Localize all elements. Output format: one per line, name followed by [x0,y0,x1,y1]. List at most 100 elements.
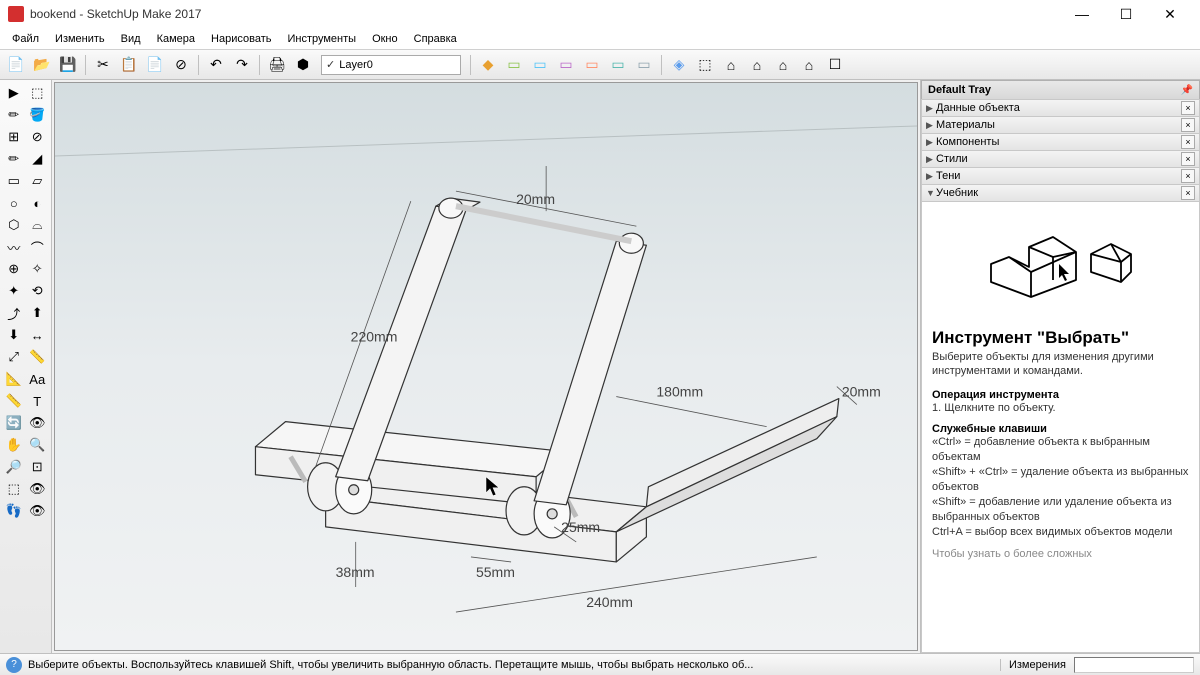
menu-5[interactable]: Инструменты [279,31,364,47]
toolbar-bottom-icon[interactable]: ▭ [632,53,656,77]
menu-7[interactable]: Справка [406,31,465,47]
tool-7-0-icon[interactable]: 〰 [2,236,26,258]
tool-18-1-icon[interactable]: 👁 [26,478,50,500]
toolbar-model-icon[interactable]: ⬢ [291,53,315,77]
tool-10-1-icon[interactable]: ⬆ [26,302,50,324]
toolbar-copy-icon[interactable]: 📋 [117,53,141,77]
toolbar-hl-icon[interactable]: ⌂ [719,53,743,77]
tool-16-0-icon[interactable]: ✋ [2,434,26,456]
help-icon[interactable]: ? [6,657,22,673]
panel-2[interactable]: ▶Компоненты× [921,133,1200,151]
more-text: Чтобы узнать о более сложных [932,547,1189,562]
panel-3[interactable]: ▶Стили× [921,150,1200,168]
tool-17-1-icon[interactable]: ⊡ [26,456,50,478]
tool-3-1-icon[interactable]: ◢ [26,148,50,170]
tool-6-1-icon[interactable]: ⌓ [26,214,50,236]
toolbar-delete-icon[interactable]: ⊘ [169,53,193,77]
menu-1[interactable]: Изменить [47,31,113,47]
tool-3-0-icon[interactable]: ✏ [2,148,26,170]
tool-11-0-icon[interactable]: ⬇ [2,324,26,346]
panel-1[interactable]: ▶Материалы× [921,116,1200,134]
toolbar-sh-icon[interactable]: ⌂ [745,53,769,77]
tool-0-1-icon[interactable]: ⬚ [26,82,50,104]
tool-8-0-icon[interactable]: ⊕ [2,258,26,280]
tool-1-0-icon[interactable]: ✏ [2,104,26,126]
tool-15-0-icon[interactable]: 🔄 [2,412,26,434]
menu-3[interactable]: Камера [149,31,203,47]
close-button[interactable]: ✕ [1148,0,1192,28]
tool-15-1-icon[interactable]: 👁 [26,412,50,434]
dim-20b: 20mm [842,384,881,400]
measure-input[interactable] [1074,657,1194,673]
toolbar-left-icon[interactable]: ▭ [606,53,630,77]
toolbar-top-icon[interactable]: ▭ [502,53,526,77]
toolbar-new-icon[interactable]: 📄 [4,53,28,77]
tool-2-0-icon[interactable]: ⊞ [2,126,26,148]
pin-icon[interactable]: 📌 [1181,85,1193,96]
tool-19-1-icon[interactable]: 👁 [26,500,50,522]
tool-7-1-icon[interactable]: ⌒ [26,236,50,258]
toolbar-right-icon[interactable]: ▭ [554,53,578,77]
tool-17-0-icon[interactable]: 🔎 [2,456,26,478]
key-2: «Shift» + «Ctrl» = удаление объекта из в… [932,465,1189,495]
keys-title: Служебные клавиши [932,423,1189,435]
tool-14-1-icon[interactable]: T [26,390,50,412]
toolbar-mo-icon[interactable]: ⌂ [797,53,821,77]
toolbar-undo-icon[interactable]: ↶ [204,53,228,77]
toolbar-st-icon[interactable]: ⌂ [771,53,795,77]
tool-10-0-icon[interactable]: ⤴ [2,302,26,324]
tool-14-0-icon[interactable]: 📏 [2,390,26,412]
toolbar-paste-icon[interactable]: 📄 [143,53,167,77]
tool-6-0-icon[interactable]: ⬡ [2,214,26,236]
tool-4-1-icon[interactable]: ▱ [26,170,50,192]
tool-16-1-icon[interactable]: 🔍 [26,434,50,456]
tool-9-0-icon[interactable]: ✦ [2,280,26,302]
toolbar-print-icon[interactable]: 🖨 [265,53,289,77]
toolbar-ed-icon[interactable]: ☐ [823,53,847,77]
dim-55: 55mm [476,564,515,580]
tool-9-1-icon[interactable]: ⟲ [26,280,50,302]
window-title: bookend - SketchUp Make 2017 [30,7,1060,21]
toolbar-wire-icon[interactable]: ⬚ [693,53,717,77]
tool-8-1-icon[interactable]: ✧ [26,258,50,280]
toolbar-front-icon[interactable]: ▭ [528,53,552,77]
tool-4-0-icon[interactable]: ▭ [2,170,26,192]
tool-1-1-icon[interactable]: 🪣 [26,104,50,126]
measure-label: Измерения [1000,659,1074,671]
panel-5[interactable]: ▼Учебник× [921,184,1200,202]
tool-12-0-icon[interactable]: ⤢ [2,346,26,368]
tool-5-1-icon[interactable]: ◐ [26,192,50,214]
tool-13-1-icon[interactable]: Aa [26,368,50,390]
key-4: Ctrl+A = выбор всех видимых объектов мод… [932,525,1189,540]
instructor-illustration [981,222,1141,312]
toolbar-redo-icon[interactable]: ↷ [230,53,254,77]
menu-6[interactable]: Окно [364,31,406,47]
toolbar-open-icon[interactable]: 📂 [30,53,54,77]
menu-2[interactable]: Вид [113,31,149,47]
layer-selector[interactable]: ✓Layer0 [321,55,461,75]
dim-25: 25mm [561,519,600,535]
tool-12-1-icon[interactable]: 📏 [26,346,50,368]
maximize-button[interactable]: ☐ [1104,0,1148,28]
tray-header[interactable]: Default Tray 📌 [921,80,1200,100]
toolbar-save-icon[interactable]: 💾 [56,53,80,77]
tool-13-0-icon[interactable]: 📐 [2,368,26,390]
panel-0[interactable]: ▶Данные объекта× [921,99,1200,117]
instructor-panel: Инструмент "Выбрать" Выберите объекты дл… [921,201,1200,653]
tool-5-0-icon[interactable]: ○ [2,192,26,214]
tool-2-1-icon[interactable]: ⊘ [26,126,50,148]
tool-11-1-icon[interactable]: ↔ [26,324,50,346]
toolbar-back-icon[interactable]: ▭ [580,53,604,77]
toolbar-iso-icon[interactable]: ◆ [476,53,500,77]
menu-0[interactable]: Файл [4,31,47,47]
minimize-button[interactable]: — [1060,0,1104,28]
app-icon [8,6,24,22]
toolbar-cut-icon[interactable]: ✂ [91,53,115,77]
toolbar-xray-icon[interactable]: ◈ [667,53,691,77]
panel-4[interactable]: ▶Тени× [921,167,1200,185]
tool-0-0-icon[interactable]: ▶ [2,82,26,104]
tool-19-0-icon[interactable]: 👣 [2,500,26,522]
menu-4[interactable]: Нарисовать [203,31,279,47]
tool-18-0-icon[interactable]: ⬚ [2,478,26,500]
viewport-3d[interactable]: 20mm 220mm 180mm 20mm 25mm 55mm 38mm 240… [54,82,918,651]
